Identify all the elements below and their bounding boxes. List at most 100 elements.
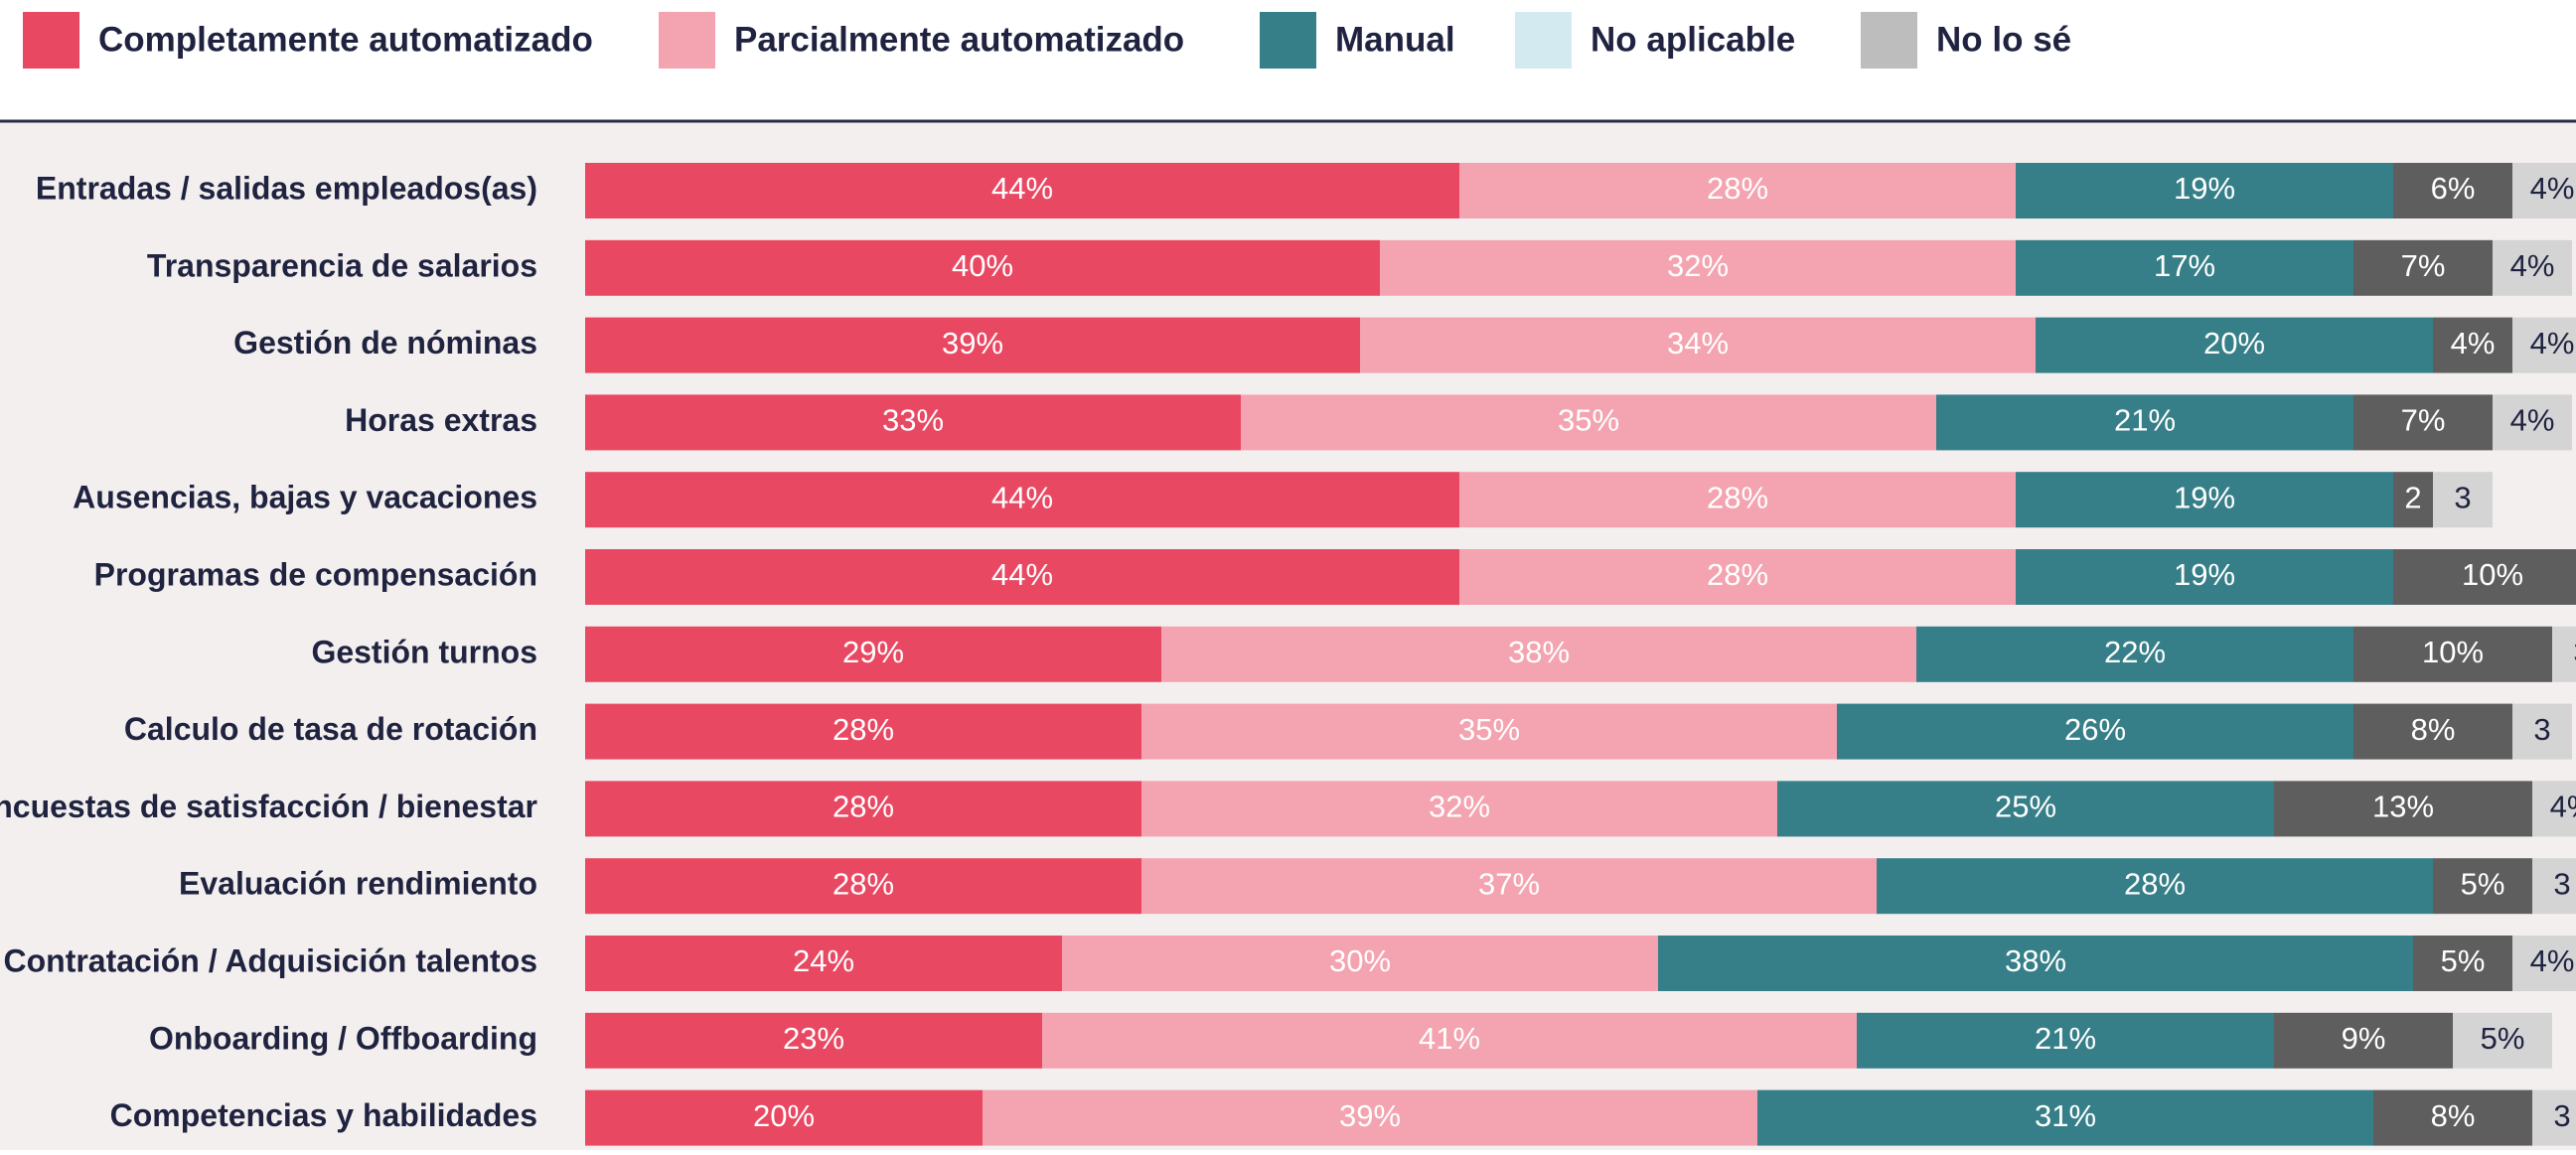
value-label: 38%	[2005, 943, 2066, 978]
category-label: Encuestas de satisfacción / bienestar	[0, 789, 537, 824]
bar-segment	[585, 472, 1459, 528]
value-label: 28%	[833, 712, 894, 747]
bar-segment	[2274, 1012, 2453, 1069]
value-label: 3	[2573, 635, 2576, 669]
bar-segment	[2393, 163, 2512, 218]
bar-segment	[2016, 239, 2353, 296]
value-label: 17%	[2154, 248, 2215, 283]
category-label: Contratación / Adquisición talentos	[3, 942, 537, 978]
bar-segment	[2413, 936, 2512, 991]
value-label: 44%	[991, 171, 1053, 206]
value-label: 35%	[1558, 403, 1619, 438]
bar-segment	[585, 239, 1380, 296]
value-label: 3	[2553, 1098, 2570, 1133]
legend-swatch	[1515, 12, 1572, 69]
value-label: 37%	[1478, 866, 1540, 901]
bar-segment	[1877, 858, 2433, 915]
category-label: Gestión de nóminas	[233, 325, 537, 361]
bar-segment	[2512, 317, 2576, 373]
legend-label: Completamente automatizado	[98, 20, 593, 59]
value-label: 24%	[793, 943, 854, 978]
value-label: 28%	[1707, 480, 1768, 514]
bar-segment	[2274, 781, 2532, 837]
legend-swatch	[23, 12, 79, 69]
bar-segment	[585, 703, 1141, 760]
bar-segment	[1459, 472, 2016, 528]
value-label: 29%	[842, 635, 904, 669]
bar-segment	[2512, 703, 2572, 760]
category-label: Programas de compensación	[94, 556, 537, 592]
value-label: 31%	[2035, 1098, 2096, 1133]
value-label: 39%	[942, 326, 1003, 361]
bar-segment	[585, 163, 1459, 218]
bar-segment	[585, 394, 1241, 451]
value-label: 39%	[1339, 1098, 1401, 1133]
category-label: Gestión turnos	[311, 634, 537, 669]
value-label: 28%	[833, 866, 894, 901]
bar-segment	[2433, 317, 2512, 373]
value-label: 3	[2533, 712, 2550, 747]
value-label: 19%	[2174, 480, 2235, 514]
bar-segment	[1757, 1089, 2373, 1146]
value-label: 4%	[2451, 326, 2496, 361]
bar-segment	[2493, 394, 2572, 451]
value-label: 26%	[2064, 712, 2126, 747]
value-label: 7%	[2401, 248, 2446, 283]
category-label: Horas extras	[345, 402, 537, 438]
category-label: Competencias y habilidades	[110, 1097, 537, 1133]
bar-segment	[1062, 936, 1658, 991]
bar-segment	[585, 626, 1161, 682]
value-label: 4%	[2510, 248, 2555, 283]
bar-segment	[585, 936, 1062, 991]
value-label: 32%	[1429, 790, 1490, 824]
value-label: 5%	[2461, 866, 2505, 901]
value-label: 3	[2553, 866, 2570, 901]
bar-segment	[2373, 1089, 2532, 1146]
bar-segment	[1141, 858, 1877, 915]
legend-label: No lo sé	[1936, 20, 2071, 59]
value-label: 21%	[2114, 403, 2176, 438]
value-label: 2	[2404, 480, 2421, 514]
bar-segment	[2353, 626, 2552, 682]
bar-segment	[2353, 394, 2493, 451]
category-label: Evaluación rendimiento	[179, 866, 537, 902]
bar-segment	[1658, 936, 2413, 991]
bar-segment	[1360, 317, 2036, 373]
value-label: 30%	[1329, 943, 1391, 978]
value-label: 41%	[1419, 1021, 1480, 1056]
value-label: 10%	[2462, 557, 2523, 592]
value-label: 6%	[2431, 171, 2476, 206]
bar-segment	[1042, 1012, 1857, 1069]
value-label: 25%	[1995, 790, 2056, 824]
bar-segment	[2036, 317, 2433, 373]
bar-segment	[1161, 626, 1916, 682]
bar-segment	[2493, 239, 2572, 296]
bar-segment	[1241, 394, 1936, 451]
value-label: 19%	[2174, 557, 2235, 592]
value-label: 4%	[2510, 403, 2555, 438]
bar-segment	[585, 1012, 1042, 1069]
bar-segment	[1380, 239, 2016, 296]
bar-segment	[585, 1089, 983, 1146]
value-label: 22%	[2104, 635, 2166, 669]
category-label: Onboarding / Offboarding	[149, 1020, 537, 1056]
category-label: Transparencia de salarios	[147, 247, 537, 283]
value-label: 4%	[2550, 790, 2576, 824]
value-label: 44%	[991, 480, 1053, 514]
value-label: 38%	[1508, 635, 1570, 669]
bar-segment	[585, 781, 1141, 837]
bar-segment	[1777, 781, 2274, 837]
value-label: 28%	[2124, 866, 2186, 901]
legend-label: No aplicable	[1591, 20, 1795, 59]
bar-segment	[1857, 1012, 2274, 1069]
value-label: 19%	[2174, 171, 2235, 206]
bar-segment	[983, 1089, 1757, 1146]
value-label: 32%	[1667, 248, 1729, 283]
value-label: 20%	[2203, 326, 2265, 361]
bar-segment	[1916, 626, 2353, 682]
bar-segment	[2453, 1012, 2552, 1069]
value-label: 10%	[2422, 635, 2484, 669]
value-label: 33%	[882, 403, 944, 438]
bar-segment	[2532, 1089, 2576, 1146]
